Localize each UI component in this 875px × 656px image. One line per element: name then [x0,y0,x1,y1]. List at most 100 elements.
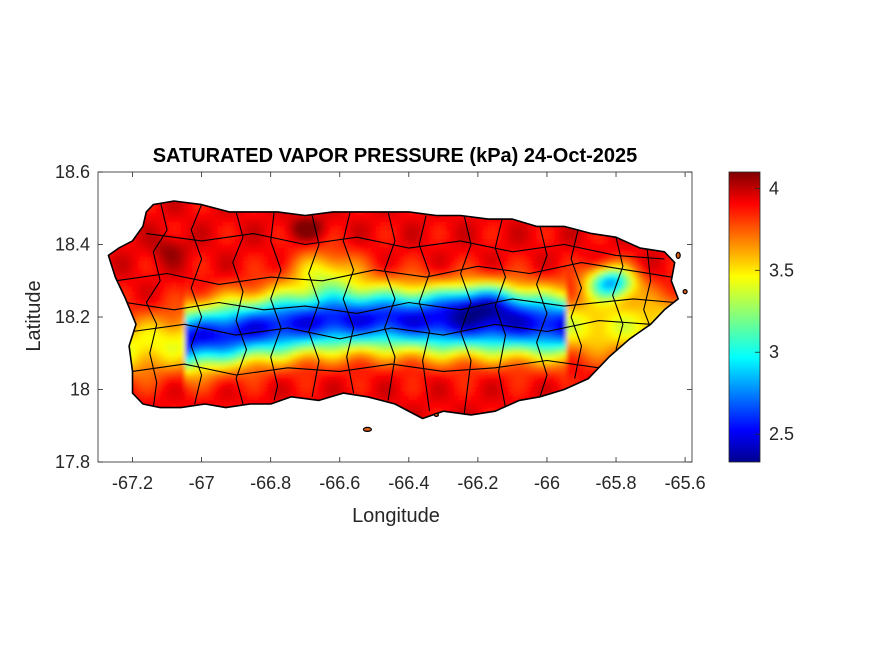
heat-cell [288,321,294,327]
heat-cell [296,364,302,370]
heat-cell [491,334,497,340]
heat-cell [168,347,174,353]
heat-cell [226,377,232,383]
heat-cell [296,312,302,318]
heat-cell [201,369,207,375]
heat-cell [151,351,157,357]
heat-cell [400,369,406,375]
heat-cell [524,356,530,361]
heat-cell [500,334,505,340]
heat-cell [383,377,389,383]
heat-cell [230,317,236,322]
heat-cell [205,399,211,405]
heat-cell [185,334,190,340]
heat-cell [429,386,435,392]
heat-cell [338,282,344,288]
heat-cell [284,356,290,361]
heat-cell [446,282,451,288]
heat-cell [214,338,219,344]
heat-cell [288,364,294,370]
heat-cell [421,317,426,322]
heat-cell [201,269,207,274]
heat-cell [135,269,140,274]
heat-cell [553,360,559,366]
heat-cell [371,347,377,353]
heat-cell [624,290,629,296]
heat-cell [164,338,169,344]
heat-cell [209,308,215,314]
heat-cell [553,334,559,340]
heat-cell [446,330,451,335]
heat-cell [259,312,265,318]
heat-cell [263,356,269,361]
heat-cell [185,325,190,331]
heat-cell [197,330,203,335]
heat-cell [483,295,489,301]
heat-cell [272,382,277,388]
heat-cell [512,321,518,327]
heat-cell [649,317,654,322]
heat-cell [313,356,319,361]
heat-cell [433,273,439,279]
heat-cell [417,356,422,361]
heat-cell [417,317,422,322]
heat-cell [342,282,348,288]
heat-cell [628,299,634,305]
heat-cell [425,303,431,309]
heat-cell [471,317,476,322]
heat-cell [558,347,563,353]
heat-cell [267,334,273,340]
heat-cell [247,351,252,357]
heat-cell [226,273,232,279]
heat-cell [209,351,215,357]
heat-cell [396,377,402,383]
heat-cell [483,390,489,396]
heat-cell [413,386,418,392]
heat-cell [247,369,252,375]
heat-cell [516,317,522,322]
heat-cell [475,404,480,409]
heat-cell [263,364,269,370]
heat-cell [251,299,256,305]
heat-cell [272,325,277,331]
heat-cell [185,399,190,405]
heat-cell [591,356,596,361]
heat-cell [429,334,435,340]
heat-cell [396,321,402,327]
heat-cell [367,338,373,344]
heat-cell [433,334,439,340]
heat-cell [607,330,613,335]
heat-cell [209,290,215,296]
heat-cell [603,290,609,296]
heat-cell [533,330,538,335]
heat-cell [296,330,302,335]
heat-cell [276,382,281,388]
heat-cell [309,386,315,392]
heat-cell [649,273,654,279]
heat-cell [500,295,505,301]
heat-cell [185,299,190,305]
heat-cell [562,299,567,305]
heat-cell [458,282,464,288]
heat-cell [628,303,634,309]
heat-cell [226,299,232,305]
heat-cell [354,321,360,327]
heat-cell [413,338,418,344]
heat-cell [168,395,174,401]
heat-cell [558,360,563,366]
heat-cell [209,273,215,279]
heat-cell [607,303,613,309]
heat-cell [516,330,522,335]
heat-cell [292,369,298,375]
heat-cell [309,290,315,296]
heat-cell [342,360,348,366]
heat-cell [479,360,484,366]
heat-cell [234,382,240,388]
heat-cell [172,277,178,283]
heat-cell [512,351,518,357]
heat-cell [222,286,227,292]
heat-cell [446,334,451,340]
heat-cell [263,308,269,314]
heat-cell [354,338,360,344]
heat-cell [296,317,302,322]
